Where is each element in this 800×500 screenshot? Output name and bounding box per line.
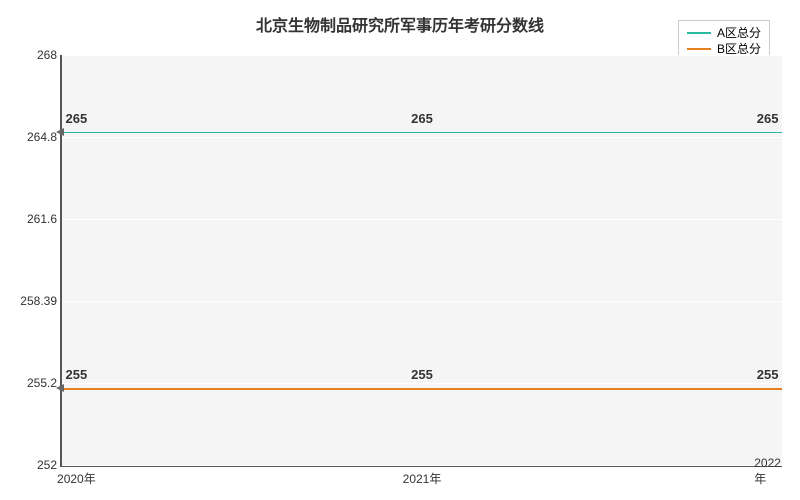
legend-item-a: A区总分 [687, 25, 761, 41]
plot-area: 252255.2258.39261.6264.82682020年2021年202… [60, 55, 782, 467]
arrow-left-icon [56, 128, 64, 136]
arrow-left-icon [56, 384, 64, 392]
data-label: 265 [757, 111, 779, 126]
y-axis-label: 258.39 [12, 294, 57, 308]
y-axis-label: 261.6 [12, 212, 57, 226]
y-axis-label: 255.2 [12, 376, 57, 390]
x-axis-label: 2022年 [754, 456, 781, 487]
legend-line-a [687, 32, 711, 34]
data-label: 255 [411, 367, 433, 382]
chart-container: 北京生物制品研究所军事历年考研分数线 A区总分 B区总分 252255.2258… [0, 0, 800, 500]
data-label: 265 [66, 111, 88, 126]
data-label: 255 [757, 367, 779, 382]
y-axis-label: 264.8 [12, 130, 57, 144]
x-axis-label: 2020年 [57, 470, 96, 487]
series-line [62, 132, 782, 134]
legend-line-b [687, 48, 711, 50]
data-label: 265 [411, 111, 433, 126]
y-axis-label: 268 [12, 48, 57, 62]
gridline [62, 137, 782, 138]
gridline [62, 55, 782, 56]
gridline [62, 465, 782, 466]
gridline [62, 383, 782, 384]
x-axis-label: 2021年 [403, 470, 442, 487]
series-line [62, 388, 782, 390]
gridline [62, 219, 782, 220]
gridline [62, 301, 782, 302]
chart-title: 北京生物制品研究所军事历年考研分数线 [256, 12, 544, 36]
y-axis-label: 252 [12, 458, 57, 472]
data-label: 255 [66, 367, 88, 382]
legend-label-a: A区总分 [717, 25, 761, 41]
